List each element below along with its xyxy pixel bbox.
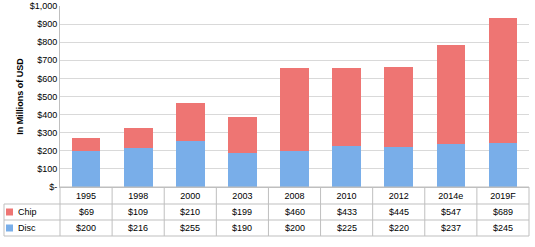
svg-text:$500: $500 — [37, 92, 57, 102]
svg-text:$220: $220 — [389, 223, 409, 233]
svg-text:$689: $689 — [493, 207, 513, 217]
svg-text:$900: $900 — [37, 19, 57, 29]
svg-text:Disc: Disc — [18, 223, 36, 233]
svg-text:1998: 1998 — [128, 191, 148, 201]
svg-text:$400: $400 — [37, 110, 57, 120]
svg-text:2000: 2000 — [180, 191, 200, 201]
svg-text:2008: 2008 — [284, 191, 304, 201]
svg-text:Chip: Chip — [18, 207, 37, 217]
svg-text:$1,000: $1,000 — [30, 1, 58, 11]
svg-text:$255: $255 — [180, 223, 200, 233]
svg-text:$800: $800 — [37, 37, 57, 47]
svg-text:2012: 2012 — [389, 191, 409, 201]
svg-text:$433: $433 — [337, 207, 357, 217]
svg-text:$109: $109 — [128, 207, 148, 217]
svg-text:$600: $600 — [37, 74, 57, 84]
svg-text:$210: $210 — [180, 207, 200, 217]
svg-text:$216: $216 — [128, 223, 148, 233]
svg-text:$200: $200 — [76, 223, 96, 233]
svg-text:$200: $200 — [37, 146, 57, 156]
svg-text:$237: $237 — [441, 223, 461, 233]
svg-text:$-: $- — [49, 182, 57, 192]
svg-text:2019F: 2019F — [490, 191, 516, 201]
svg-text:$199: $199 — [232, 207, 252, 217]
svg-text:$69: $69 — [79, 207, 94, 217]
svg-text:$190: $190 — [232, 223, 252, 233]
svg-text:$225: $225 — [337, 223, 357, 233]
svg-text:$100: $100 — [37, 164, 57, 174]
svg-text:2010: 2010 — [337, 191, 357, 201]
svg-text:In Millions of USD: In Millions of USD — [15, 58, 25, 135]
svg-text:1995: 1995 — [76, 191, 96, 201]
svg-text:$300: $300 — [37, 128, 57, 138]
svg-text:$547: $547 — [441, 207, 461, 217]
svg-text:$700: $700 — [37, 55, 57, 65]
svg-text:2003: 2003 — [232, 191, 252, 201]
svg-text:2014e: 2014e — [438, 191, 463, 201]
svg-text:$445: $445 — [389, 207, 409, 217]
svg-text:$460: $460 — [285, 207, 305, 217]
svg-text:$200: $200 — [285, 223, 305, 233]
svg-text:$245: $245 — [493, 223, 513, 233]
